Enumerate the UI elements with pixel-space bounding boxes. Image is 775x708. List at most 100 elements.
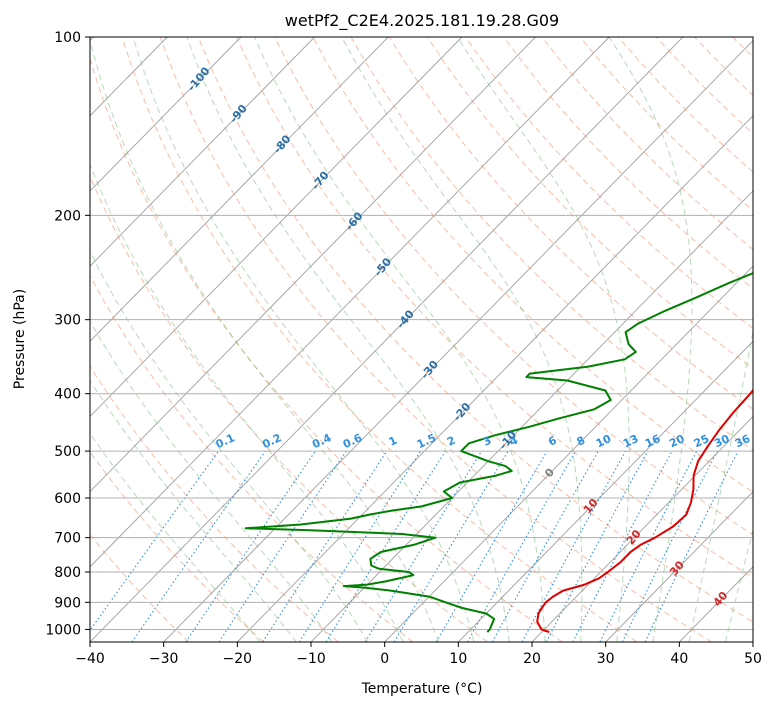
dry-adiabat-line [197,37,753,623]
mixing-ratio-label: 36 [733,432,753,450]
x-tick-label: −30 [149,651,179,667]
background-lines [90,37,775,642]
y-tick-label: 600 [54,491,81,507]
isotherm-line [605,491,753,642]
mixing-ratio-label: 0.1 [214,431,237,451]
dry-adiabat-label: 40 [711,589,731,609]
dry-adiabat-line [90,274,414,642]
mixing-ratio-line [298,450,422,642]
mixing-ratio-label: 0.4 [310,431,333,451]
x-tick-label: 30 [597,651,615,667]
mixing-ratio-line [393,450,509,642]
moist-adiabat-line [608,37,693,642]
dry-adiabat-line [90,533,190,642]
y-tick-label: 100 [54,30,81,46]
dry-adiabat-line [617,37,753,173]
y-tick-label: 500 [54,444,81,460]
dry-adiabat-line [236,37,753,579]
dry-adiabat-line [503,37,753,290]
mixing-ratio-line [364,450,483,642]
dry-adiabat-line [90,175,488,642]
y-axis-ticks: 100 200 300 400 500 600 700 800 900 1000 [45,30,90,638]
moist-adiabat-line [725,528,753,642]
moist-adiabat-line [90,432,261,642]
mixing-ratio-label: 25 [692,432,711,450]
x-tick-label: −10 [296,651,326,667]
mixing-ratio-line [435,450,548,642]
moist-adiabat-line [132,37,475,642]
mixing-ratio-line [131,450,266,642]
dry-adiabat-line [732,37,753,58]
mixing-ratio-line [621,450,718,642]
moist-adiabat-line [90,163,404,642]
mixing-ratio-label: 0.6 [341,431,364,451]
isotherm-line [90,37,389,342]
dry-adiabat-line [312,37,753,493]
isotherm-line [531,415,753,642]
moist-adiabat-line [341,37,583,642]
mixing-ratio-label: 30 [712,432,732,450]
moist-adiabat-line [90,320,333,642]
dry-adiabat-line [579,37,753,212]
isotherm-line [679,566,753,642]
moist-adiabat-line [90,38,439,642]
mixing-ratio-line [521,450,627,642]
isotherm-line [90,37,463,418]
x-axis-label: Temperature (°C) [361,681,483,697]
x-axis-ticks: −40 −30 −20 −10 0 10 20 30 40 50 [75,642,762,667]
isotherm-line [310,190,753,642]
mixing-ratio-label: 16 [643,432,663,450]
isotherm-line [90,37,684,642]
isotherm-line [90,37,315,267]
isotherm-line [384,265,753,642]
mixing-ratio-label: 20 [667,432,687,450]
dry-adiabat-line [90,451,264,642]
x-tick-label: 40 [670,651,688,667]
mixing-ratio-label: 1 [387,434,399,449]
moist-adiabat-line [186,37,510,642]
x-tick-label: 50 [744,651,762,667]
dewpoint-profile-line [244,272,753,633]
sounding-profiles [244,272,753,633]
dry-adiabat-label: -100 [185,64,213,94]
isotherm-line [90,37,610,568]
y-tick-label: 800 [54,565,81,581]
dry-adiabat-line [771,37,775,642]
mixing-ratio-line [467,450,577,642]
isotherm-line [163,39,753,642]
mixing-ratio-label: 13 [621,432,640,450]
x-tick-label: 20 [523,651,541,667]
plot-frame [89,36,754,643]
y-tick-label: 300 [54,313,81,329]
dry-adiabat-label: 10 [581,496,601,516]
moist-adiabat-line [90,379,297,642]
moist-adiabat-line [254,37,546,642]
mixing-ratio-label: 6 [546,434,559,449]
isotherm-line [752,641,753,642]
dry-adiabat-line [274,37,753,536]
dry-adiabat-line [350,37,753,451]
moist-adiabat-line [456,37,630,642]
y-tick-label: 1000 [45,622,81,638]
mixing-ratio-line [90,450,220,632]
dry-adiabat-line [90,56,563,642]
mixing-ratio-label: 2 [445,434,457,449]
mixing-ratio-line [262,450,388,642]
mixing-ratio-label: 10 [594,432,614,450]
dry-adiabat-line [388,37,753,410]
temperature-profile-line [536,388,753,633]
isotherm-line [90,37,536,493]
dry-adiabat-line [121,37,638,642]
x-tick-label: 0 [380,651,389,667]
mixing-ratio-line [545,450,649,642]
dry-adiabat-line [655,37,753,135]
dry-adiabat-line [90,365,339,642]
mixing-ratio-line [218,450,347,642]
y-tick-label: 700 [54,531,81,547]
x-tick-label: −20 [223,651,253,667]
moist-adiabat-line [688,329,753,642]
y-tick-label: 200 [54,208,81,224]
isotherm-line [458,340,753,642]
dry-adiabat-line [159,37,712,642]
